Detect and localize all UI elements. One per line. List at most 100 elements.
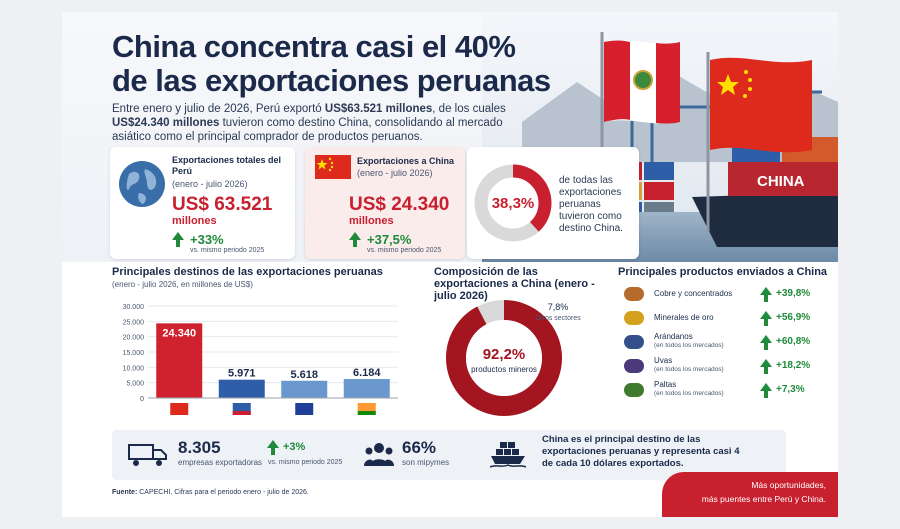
product-name: Cobre y concentrados [654, 289, 733, 298]
people-icon [364, 443, 394, 466]
china-flag-icon [315, 155, 351, 179]
product-note: (en todos los mercados) [654, 342, 724, 349]
total-value: US$ 63.521 [172, 194, 273, 215]
gold-icon [624, 311, 644, 325]
globe-icon [119, 161, 165, 207]
grapes-icon [624, 359, 644, 373]
product-note: (en todos los mercados) [654, 366, 724, 373]
total-exports-card: Exportaciones totales del Perú (enero - … [110, 147, 295, 259]
composition-title: Composición de las exportaciones a China… [434, 266, 595, 302]
bar-value-label: 6.184 [353, 367, 381, 379]
y-tick-label: 30.000 [123, 304, 145, 311]
china-up-arrow-icon [349, 232, 361, 248]
intro-text-3: tuvieron como destino China, consolidand… [112, 117, 503, 143]
total-up-arrow-icon [172, 232, 184, 248]
y-tick-label: 20.000 [123, 335, 145, 342]
total-period: (enero - julio 2026) [172, 179, 248, 189]
china-value: US$ 24.340 [349, 194, 450, 215]
composition-main-value: 92,2% [483, 346, 526, 363]
truck-icon [128, 444, 167, 466]
flag-icon [170, 403, 189, 415]
bar-0 [156, 323, 203, 398]
china-period: (enero - julio 2026) [357, 168, 433, 178]
companies-label: empresas exportadoras [178, 458, 263, 467]
copper-icon [624, 287, 644, 301]
companies-change: +3% [283, 441, 306, 453]
source-label: Fuente: [112, 489, 138, 496]
ship-label: CHINA [757, 173, 805, 190]
source-text: CAPECHI. Cifras para el periodo enero - … [137, 489, 309, 496]
up-arrow-icon [760, 359, 772, 375]
share-text: de todas las exportaciones peruanas tuvi… [559, 175, 623, 234]
composition-other-label: Otros sectores [535, 315, 581, 322]
flag-icon [295, 403, 314, 415]
product-name: Arándanos [654, 332, 693, 341]
composition-main-label: productos mineros [471, 365, 537, 374]
china-change-note: vs. mismo periodo 2025 [367, 247, 442, 254]
flag-stripe [232, 411, 251, 415]
intro-highlight-total: US$63.521 millones [324, 103, 433, 115]
product-row: Uvas (en todos los mercados) +18,2% [618, 356, 818, 378]
companies-up-arrow-icon [267, 440, 279, 456]
destinations-subtitle: (enero - julio 2026, en millones de US$) [112, 280, 253, 289]
product-row: Arándanos (en todos los mercados) +60,8% [618, 332, 818, 354]
total-unit: millones [172, 215, 217, 227]
intro-text-1: Entre enero y julio de 2026, Perú export… [112, 103, 325, 115]
avocado-icon [624, 383, 644, 397]
share-donut-arc [474, 164, 552, 242]
intro-text-2: , de los cuales [432, 103, 506, 115]
total-change: +33% [190, 232, 224, 247]
mype-label: son mipymes [402, 458, 450, 467]
summary-strip: 8.305 empresas exportadoras +3% vs. mism… [112, 430, 786, 480]
product-change: +39,8% [776, 288, 811, 299]
y-tick-label: 15.000 [123, 350, 145, 357]
y-tick-label: 5.000 [126, 381, 144, 388]
up-arrow-icon [760, 311, 772, 327]
cargo-ship-icon [490, 442, 526, 468]
product-row: Paltas (en todos los mercados) +7,3% [618, 380, 818, 402]
bar-3 [343, 379, 390, 398]
bar-value-label: 5.618 [290, 369, 318, 381]
china-label: Exportaciones a China [357, 156, 455, 166]
closing-ribbon: Más oportunidades, más puentes entre Per… [662, 472, 838, 517]
bar-value-label: 24.340 [162, 327, 196, 339]
summary-text: China es el principal destino de las exp… [542, 434, 740, 469]
page-title: China concentra casi el 40% de las expor… [112, 30, 552, 98]
product-change: +60,8% [776, 336, 811, 347]
composition-mining-arc [446, 300, 562, 416]
product-change: +7,3% [776, 384, 805, 395]
ribbon-line-1: Más oportunidades, [751, 480, 826, 490]
composition-other-value: 7,8% [548, 302, 569, 312]
flag-stripe [357, 411, 376, 415]
product-row: Minerales de oro +56,9% [618, 308, 818, 330]
china-change: +37,5% [367, 232, 412, 247]
ribbon-line-2: más puentes entre Perú y China. [701, 494, 826, 504]
products-title: Principales productos enviados a China [618, 266, 828, 278]
title-line-1: China concentra casi el 40% [112, 29, 516, 64]
intro-paragraph: Entre enero y julio de 2026, Perú export… [112, 102, 512, 144]
y-tick-label: 25.000 [123, 319, 145, 326]
product-note: (en todos los mercados) [654, 390, 724, 397]
infographic: CHINA China concentra casi el 40% de las… [62, 12, 838, 517]
share-card: 38,3% de todas las exportaciones peruana… [467, 147, 639, 259]
total-change-note: vs. mismo periodo 2025 [190, 247, 265, 254]
blueberry-icon [624, 335, 644, 349]
composition-donut-chart: 92,2% productos mineros 7,8% Otros secto… [446, 300, 581, 416]
up-arrow-icon [760, 287, 772, 303]
product-name: Paltas [654, 380, 677, 389]
y-tick-label: 10.000 [123, 365, 145, 372]
intro-highlight-china: US$24.340 millones [112, 117, 220, 129]
mype-value: 66% [402, 438, 437, 457]
china-exports-card: Exportaciones a China (enero - julio 202… [305, 147, 465, 259]
share-value: 38,3% [492, 195, 535, 212]
product-change: +18,2% [776, 360, 811, 371]
destinations-bar-chart: 0 5.000 10.000 15.000 20.000 25.000 30.000 24.3… [123, 304, 398, 415]
bar-1 [218, 379, 265, 398]
up-arrow-icon [760, 383, 772, 399]
up-arrow-icon [760, 335, 772, 351]
product-change: +56,9% [776, 312, 811, 323]
share-donut-chart: 38,3% [474, 164, 552, 242]
companies-note: vs. mismo periodo 2025 [268, 459, 343, 466]
companies-value: 8.305 [178, 438, 221, 457]
bar-value-label: 5.971 [228, 368, 256, 380]
